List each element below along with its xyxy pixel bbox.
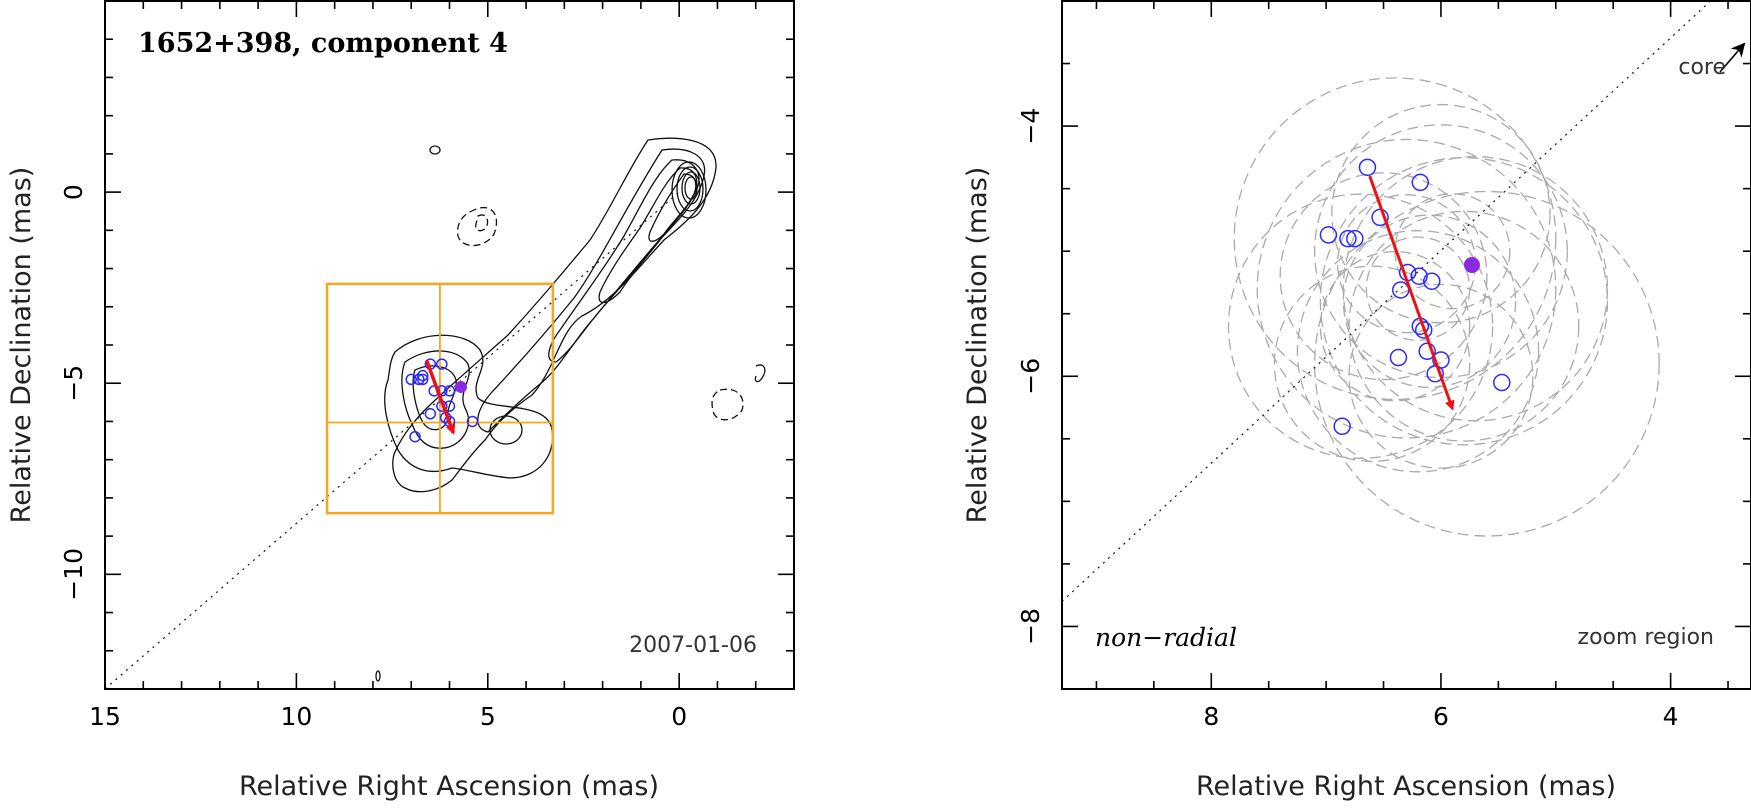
panel-right: 8 6 4 −4 −6 −8 core non−radial zoom region Re…	[962, 0, 1751, 802]
component-position-marker	[413, 373, 425, 386]
y-tick-label: −5	[59, 365, 88, 402]
x-tick-label: 15	[89, 702, 121, 731]
y-tick-label: −8	[1016, 608, 1045, 645]
observation-date: 2007-01-06	[629, 633, 757, 658]
x-tick-label: 10	[280, 702, 312, 731]
right-plot-frame	[1061, 0, 1751, 690]
left-panel-title: 1652+398, component 4	[138, 28, 508, 59]
y-tick-label: −6	[1016, 358, 1045, 395]
component-position-marker	[1493, 373, 1511, 392]
component-size-circle	[1256, 138, 1557, 439]
x-tick-label: 6	[1433, 702, 1449, 731]
component-size-circle	[1348, 283, 1534, 469]
motion-vector	[424, 359, 456, 435]
component-size-circle	[1319, 250, 1471, 402]
panel-left: 15 10 5 0 0 −5 −10 1652+398, component 4 2007-…	[6, 0, 795, 802]
core-direction-arrow	[1719, 42, 1746, 73]
component-size-circle	[1227, 193, 1494, 459]
component-position-marker	[424, 408, 437, 420]
component-position-marker	[1411, 173, 1430, 192]
left-plot-frame	[104, 0, 795, 690]
component-size-circle	[1279, 172, 1488, 381]
contour-map	[375, 137, 766, 682]
component-position-marker	[1339, 229, 1357, 248]
component-position-marker	[1423, 272, 1441, 290]
component-position-marker	[443, 385, 456, 397]
component-position-marker	[409, 430, 421, 443]
y-tick-label: −4	[1016, 108, 1045, 145]
left-plot-area	[105, 137, 766, 690]
component-size-circle	[1313, 124, 1568, 379]
motion-vector	[1368, 175, 1455, 411]
y-tick-label: 0	[59, 184, 88, 200]
core-direction-line	[1062, 0, 1713, 602]
component-sizes	[1227, 77, 1660, 537]
component-position-marker	[1333, 417, 1351, 436]
component-size-circle	[1313, 190, 1660, 537]
right-axis-ticks	[1062, 0, 1751, 690]
component-position-marker	[1426, 365, 1444, 383]
zoom-region-label: zoom region	[1578, 625, 1714, 650]
component-size-circle	[1273, 265, 1471, 463]
component-position-marker	[1319, 226, 1338, 244]
component-size-circle	[1233, 77, 1557, 401]
component-position-marker	[416, 373, 429, 386]
component-size-circle	[1319, 157, 1609, 446]
x-tick-label: 5	[480, 702, 496, 731]
x-tick-label: 4	[1663, 702, 1679, 731]
component-position-marker	[405, 373, 417, 386]
component-size-circle	[1342, 214, 1517, 388]
x-tick-label: 0	[671, 702, 687, 731]
component-size-circle	[1348, 210, 1580, 442]
reference-point	[454, 381, 467, 394]
component-position-marker	[1358, 158, 1377, 177]
core-label: core	[1678, 55, 1726, 80]
component-position-marker	[1418, 342, 1436, 361]
y-tick-label: −10	[59, 548, 88, 601]
left-tick-labels: 15 10 5 0 0 −5 −10	[59, 184, 687, 731]
core-direction-line	[105, 191, 680, 690]
right-plot-area	[1062, 0, 1713, 602]
reference-point	[1463, 256, 1480, 273]
right-tick-labels: 8 6 4 −4 −6 −8	[1016, 108, 1679, 731]
component-position-marker	[466, 415, 479, 428]
component-position-marker	[1392, 281, 1410, 299]
right-x-axis-label: Relative Right Ascension (mas)	[1196, 771, 1616, 802]
left-axis-ticks	[104, 0, 795, 690]
component-position-marker	[1414, 321, 1433, 339]
component-size-circle	[1296, 230, 1540, 473]
component-position-marker	[1346, 229, 1364, 248]
component-position-marker	[436, 358, 448, 370]
left-x-axis-label: Relative Right Ascension (mas)	[239, 771, 659, 802]
x-tick-label: 8	[1203, 702, 1219, 731]
component-position-marker	[416, 369, 429, 382]
component-size-circle	[1342, 156, 1609, 422]
component-size-circle	[1336, 194, 1477, 334]
component-position-marker	[1389, 348, 1408, 367]
component-position-marker	[1410, 267, 1428, 285]
right-y-axis-label: Relative Declination (mas)	[962, 167, 993, 524]
component-size-circle	[1365, 236, 1471, 342]
left-y-axis-label: Relative Declination (mas)	[6, 167, 37, 524]
non-radial-label: non−radial	[1095, 623, 1237, 652]
